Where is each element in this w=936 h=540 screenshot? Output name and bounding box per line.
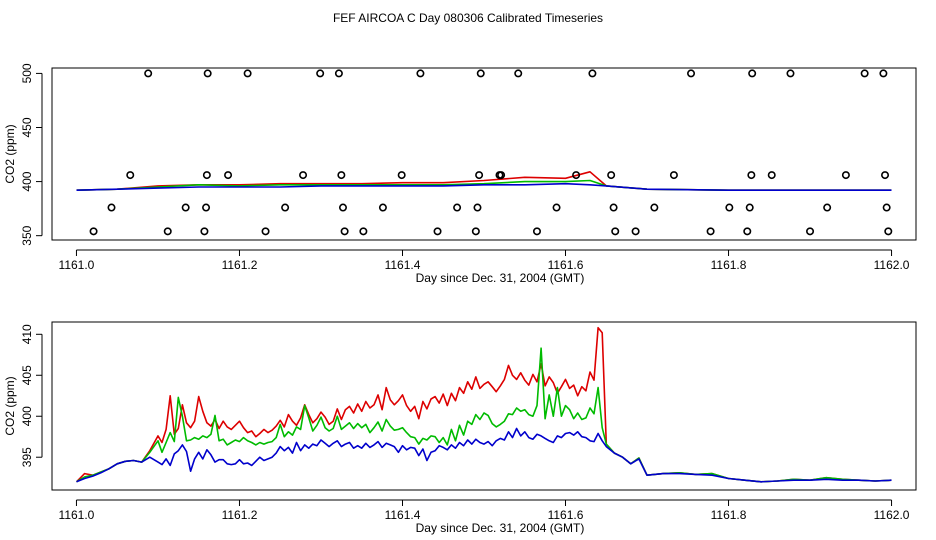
x-tick-label: 1161.8 (711, 508, 747, 522)
calibration-point (453, 203, 462, 212)
x-tick-label: 1161.0 (59, 508, 95, 522)
calibration-point (748, 69, 757, 78)
x-axis-label: Day since Dec. 31, 2004 (GMT) (416, 271, 585, 285)
calibration-point (514, 69, 523, 78)
calibration-point (725, 203, 734, 212)
calibration-point (745, 203, 754, 212)
calibration-point (476, 69, 485, 78)
upper-panel: 1161.0 1161.2 1161.4 1161.6 1161.8 1162.0 350 4… (3, 63, 917, 285)
calibration-point (706, 227, 715, 236)
calibration-point (163, 227, 172, 236)
calibration-point (879, 69, 888, 78)
y-tick-label: 350 (20, 225, 34, 245)
y-axis-label: CO2 (ppm) (3, 376, 17, 435)
calibration-point (203, 69, 212, 78)
calibration-point (882, 203, 891, 212)
y-tick-label: 400 (20, 171, 34, 191)
calibration-point (89, 227, 98, 236)
calibration-point (497, 171, 506, 180)
y-axis-label: CO2 (ppm) (3, 124, 17, 183)
calibration-point (433, 227, 442, 236)
series-line-green (76, 347, 892, 483)
calibration-point (126, 171, 135, 180)
calibration-point (243, 69, 252, 78)
plot-area (76, 171, 892, 191)
calibration-point (334, 69, 343, 78)
x-axis-label: Day since Dec. 31, 2004 (GMT) (416, 521, 585, 535)
calibration-point (281, 203, 290, 212)
calibration-point (588, 69, 597, 78)
lower-panel: 1161.0 1161.2 1161.4 1161.6 1161.8 1162.0 395 4… (3, 321, 917, 535)
calibration-point (631, 227, 640, 236)
x-tick-label: 1161.4 (385, 508, 421, 522)
calibration-point (532, 227, 541, 236)
x-tick-label: 1161.6 (548, 508, 584, 522)
calibration-point (747, 171, 756, 180)
x-tick-label: 1161.8 (711, 258, 747, 272)
calibration-point (261, 227, 270, 236)
calibration-point (650, 203, 659, 212)
calibration-point (224, 171, 233, 180)
plot-area (75, 326, 892, 483)
calibration-point (687, 69, 696, 78)
calibration-point (881, 171, 890, 180)
calibration-point (884, 227, 893, 236)
plot-frame (51, 321, 917, 491)
y-tick-label: 450 (20, 117, 34, 137)
y-tick-label: 500 (20, 63, 34, 83)
calibration-point (378, 203, 387, 212)
calibration-point (475, 171, 484, 180)
calibration-point (471, 227, 480, 236)
figure-title: FEF AIRCOA C Day 080306 Calibrated Times… (333, 11, 603, 25)
y-tick-label: 405 (20, 365, 34, 385)
calibration-point (767, 171, 776, 180)
calibration-point (338, 203, 347, 212)
y-tick-label: 410 (20, 324, 34, 344)
y-tick-label: 395 (20, 447, 34, 467)
x-tick-label: 1161.2 (222, 258, 258, 272)
calibration-point (359, 227, 368, 236)
y-tick-label: 400 (20, 406, 34, 426)
calibration-point (786, 69, 795, 78)
calibration-point (316, 69, 325, 78)
calibration-point (337, 171, 346, 180)
x-tick-label: 1162.0 (874, 508, 910, 522)
calibration-point (611, 227, 620, 236)
calibration-point (181, 203, 190, 212)
calibration-point (552, 203, 561, 212)
series-line-blue (76, 427, 892, 483)
calibration-point (860, 69, 869, 78)
x-tick-label: 1161.2 (222, 508, 258, 522)
calibration-point (107, 203, 116, 212)
series-line-red (75, 326, 892, 483)
calibration-point (841, 171, 850, 180)
calibration-point (823, 203, 832, 212)
series-line-blue (76, 182, 892, 191)
x-tick-label: 1161.0 (59, 258, 95, 272)
calibration-point (572, 171, 581, 180)
calibration-point (340, 227, 349, 236)
calibration-point (299, 171, 308, 180)
calibration-point (669, 171, 678, 180)
calibration-point (202, 171, 211, 180)
calibration-point (609, 203, 618, 212)
x-tick-label: 1162.0 (874, 258, 910, 272)
plot-frame (51, 67, 917, 241)
calibration-point (806, 227, 815, 236)
calibration-point (144, 69, 153, 78)
x-tick-label: 1161.6 (548, 258, 584, 272)
calibration-point (416, 69, 425, 78)
calibration-point (202, 203, 211, 212)
calibration-point (200, 227, 209, 236)
calibration-point (397, 171, 406, 180)
calibration-point (473, 203, 482, 212)
x-tick-label: 1161.4 (385, 258, 421, 272)
calibration-point (743, 227, 752, 236)
calibration-point (607, 171, 616, 180)
